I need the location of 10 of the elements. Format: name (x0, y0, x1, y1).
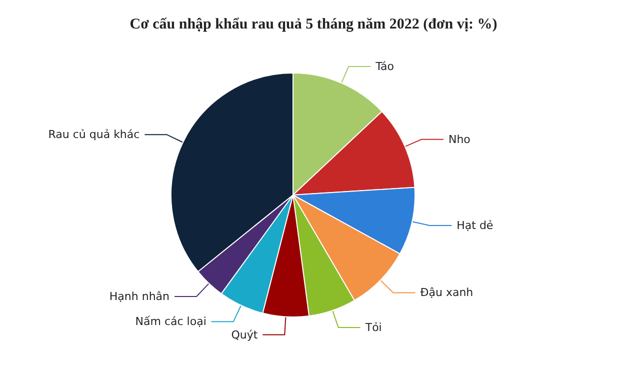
slice-label: Tỏi (364, 320, 382, 334)
slice-label: Quýt (231, 328, 258, 342)
slice-label: Táo (374, 60, 394, 74)
slice-label: Nấm các loại (135, 315, 206, 328)
slice-label: Đậu xanh (420, 286, 474, 300)
slice-label: Nho (448, 132, 471, 146)
slice-label: Hạnh nhân (109, 290, 170, 303)
slice-label: Rau củ quả khác (48, 128, 140, 142)
slice-label: Hạt dẻ (456, 219, 494, 232)
chart-title: Cơ cấu nhập khẩu rau quả 5 tháng năm 2022 (đơn vị: %) (130, 16, 498, 32)
